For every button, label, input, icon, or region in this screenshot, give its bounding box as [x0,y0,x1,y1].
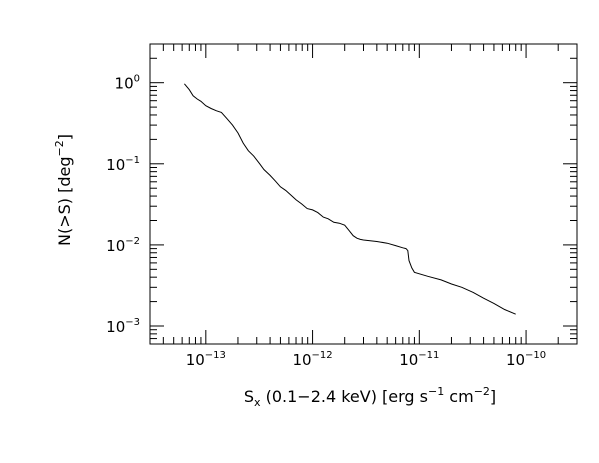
tick-marks [149,43,578,345]
x-tick-label: 10−13 [186,350,226,369]
y-tick-label: 100 [115,74,140,93]
y-tick-label: 10−2 [106,236,140,255]
x-tick-labels: 10−13 10−12 10−11 10−10 [186,350,546,369]
x-tick-label: 10−10 [506,350,546,369]
plot-frame [149,43,578,345]
y-axis-label: N(>S) [deg−2] [53,134,74,246]
x-tick-label: 10−11 [399,350,439,369]
x-tick-label: 10−12 [292,350,332,369]
series-line-1 [184,83,516,315]
y-tick-label: 10−3 [106,317,140,336]
y-tick-labels: 100 10−1 10−2 10−3 [106,74,140,336]
plot-border [149,43,578,345]
series-layer [184,83,516,315]
y-tick-label: 10−1 [106,155,140,174]
x-axis-label: Sx (0.1−2.4 keV) [erg s−1 cm−2] [244,385,496,409]
